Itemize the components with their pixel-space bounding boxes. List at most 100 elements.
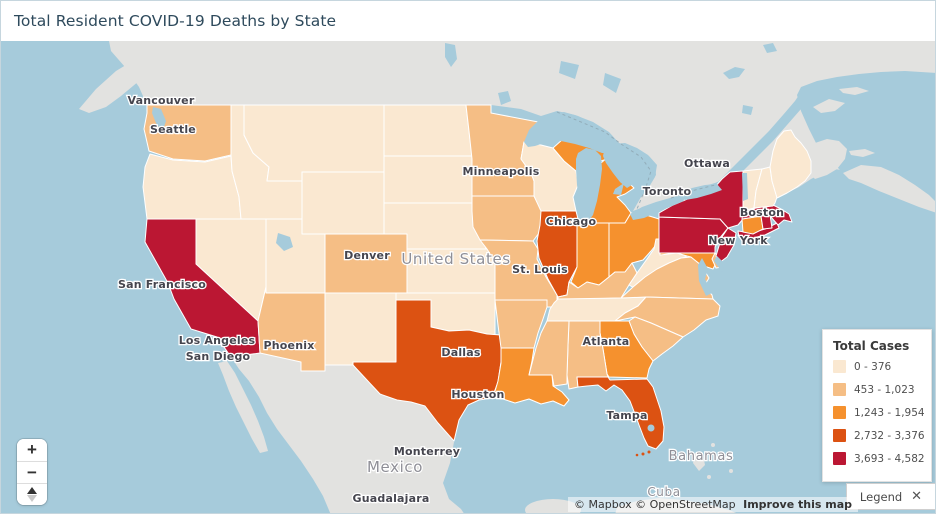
label-houston: Houston xyxy=(451,388,504,401)
new-brunswick xyxy=(805,139,847,179)
zoom-out-button[interactable]: − xyxy=(17,461,47,483)
anticosti-island xyxy=(839,87,869,95)
lake-michigan xyxy=(576,148,602,223)
lake-okeechobee xyxy=(647,424,655,432)
label-san-francisco: San Francisco xyxy=(118,278,206,291)
state-ND[interactable] xyxy=(383,104,473,157)
yucatan xyxy=(525,499,581,513)
label-minneapolis: Minneapolis xyxy=(463,165,540,178)
label-denver: Denver xyxy=(344,249,390,262)
legend-swatch xyxy=(833,406,846,419)
state-IA[interactable] xyxy=(471,195,547,242)
compass-south-icon xyxy=(27,495,37,502)
map-attribution: © Mapbox © OpenStreetMap Improve this ma… xyxy=(568,497,858,512)
states-layer xyxy=(142,104,812,457)
compass-button[interactable] xyxy=(17,483,47,505)
label-phoenix: Phoenix xyxy=(263,339,314,352)
nav-control: + − xyxy=(17,439,47,505)
label-seattle: Seattle xyxy=(150,123,196,136)
legend-row: 1,243 - 1,954 xyxy=(833,406,925,419)
legend-panel: Total Cases 0 - 376 453 - 1,023 1,243 - … xyxy=(822,329,932,482)
legend-range: 3,693 - 4,582 xyxy=(854,452,925,465)
nova-scotia xyxy=(843,165,935,213)
legend-range: 453 - 1,023 xyxy=(854,383,915,396)
label-vancouver: Vancouver xyxy=(128,94,195,107)
lakes-layer xyxy=(152,43,777,432)
florida-keys xyxy=(641,452,645,456)
canadian-lake xyxy=(742,105,753,115)
lake-huron xyxy=(603,143,656,190)
state-MS[interactable] xyxy=(528,320,570,387)
legend-swatch xyxy=(833,452,846,465)
improve-map-link[interactable]: Improve this map xyxy=(743,498,852,511)
state-WY[interactable] xyxy=(301,171,385,235)
osm-attribution-link[interactable]: © OpenStreetMap xyxy=(635,498,736,511)
lake-of-the-woods xyxy=(498,91,511,105)
canadian-lake xyxy=(603,73,621,93)
title-bar: Total Resident COVID-19 Deaths by State xyxy=(1,1,935,41)
legend-tab-label: Legend xyxy=(859,489,903,504)
label-toronto: Toronto xyxy=(643,185,692,198)
label-ottawa: Ottawa xyxy=(684,157,730,170)
label-united-states: United States xyxy=(401,250,510,268)
compass-north-icon xyxy=(27,487,37,494)
legend-row: 3,693 - 4,582 xyxy=(833,452,925,465)
page-title: Total Resident COVID-19 Deaths by State xyxy=(14,12,337,30)
zoom-in-button[interactable]: + xyxy=(17,439,47,461)
lake-superior xyxy=(524,112,619,153)
mapbox-attribution-link[interactable]: © Mapbox xyxy=(574,498,632,511)
state-OR[interactable] xyxy=(142,153,242,220)
map-canvas[interactable]: United States Mexico Bahamas Cuba Vancou… xyxy=(1,41,936,514)
saginaw-bay xyxy=(613,183,624,195)
label-cuba: Cuba xyxy=(647,485,680,499)
border-dash-line xyxy=(556,111,652,210)
border-dash-line xyxy=(670,184,716,199)
legend-range: 1,243 - 1,954 xyxy=(854,406,925,419)
state-IN[interactable] xyxy=(570,222,610,289)
label-bahamas: Bahamas xyxy=(669,449,734,464)
bahamas-island xyxy=(711,443,715,447)
mexico-land xyxy=(231,353,464,513)
great-salt-lake xyxy=(276,233,293,251)
state-CA[interactable] xyxy=(144,218,261,358)
map-container: United States Mexico Bahamas Cuba Vancou… xyxy=(1,41,936,514)
florida-keys xyxy=(647,450,651,454)
label-st-louis: St. Louis xyxy=(512,263,568,276)
bahamas-island xyxy=(707,475,711,479)
puget-sound xyxy=(152,107,166,133)
label-san-diego: San Diego xyxy=(186,350,251,363)
state-TX[interactable] xyxy=(352,299,502,442)
prince-edward-island xyxy=(849,149,875,157)
legend-row: 453 - 1,023 xyxy=(833,383,921,396)
chesapeake-bay xyxy=(698,258,712,296)
state-FL[interactable] xyxy=(576,376,665,450)
label-guadalajara: Guadalajara xyxy=(352,492,429,505)
state-SD[interactable] xyxy=(383,155,473,204)
canadian-lake xyxy=(763,43,777,53)
canadian-lake xyxy=(559,61,579,79)
close-icon[interactable]: ✕ xyxy=(911,489,923,504)
legend-swatch xyxy=(833,360,846,373)
state-ME[interactable] xyxy=(769,129,812,199)
label-boston: Boston xyxy=(740,206,784,219)
label-new-york: New York xyxy=(708,234,768,247)
state-NM[interactable] xyxy=(324,292,397,366)
label-atlanta: Atlanta xyxy=(583,335,630,348)
gaspe-peninsula xyxy=(813,99,845,113)
florida-keys xyxy=(635,453,639,457)
legend-swatch xyxy=(833,429,846,442)
legend-range: 0 - 376 xyxy=(854,360,892,373)
legend-row: 2,732 - 3,376 xyxy=(833,429,925,442)
legend-toggle-tab[interactable]: Legend ✕ xyxy=(846,483,935,510)
label-dallas: Dallas xyxy=(441,346,481,359)
st-lawrence-river xyxy=(713,89,813,193)
label-monterrey: Monterrey xyxy=(394,445,460,458)
legend-title: Total Cases xyxy=(833,339,910,353)
legend-row: 0 - 376 xyxy=(833,360,921,373)
state-AR[interactable] xyxy=(494,299,548,349)
andros-island xyxy=(693,453,705,471)
state-CO[interactable] xyxy=(324,233,408,294)
label-los-angeles: Los Angeles xyxy=(179,334,256,347)
legend-range: 2,732 - 3,376 xyxy=(854,429,925,442)
